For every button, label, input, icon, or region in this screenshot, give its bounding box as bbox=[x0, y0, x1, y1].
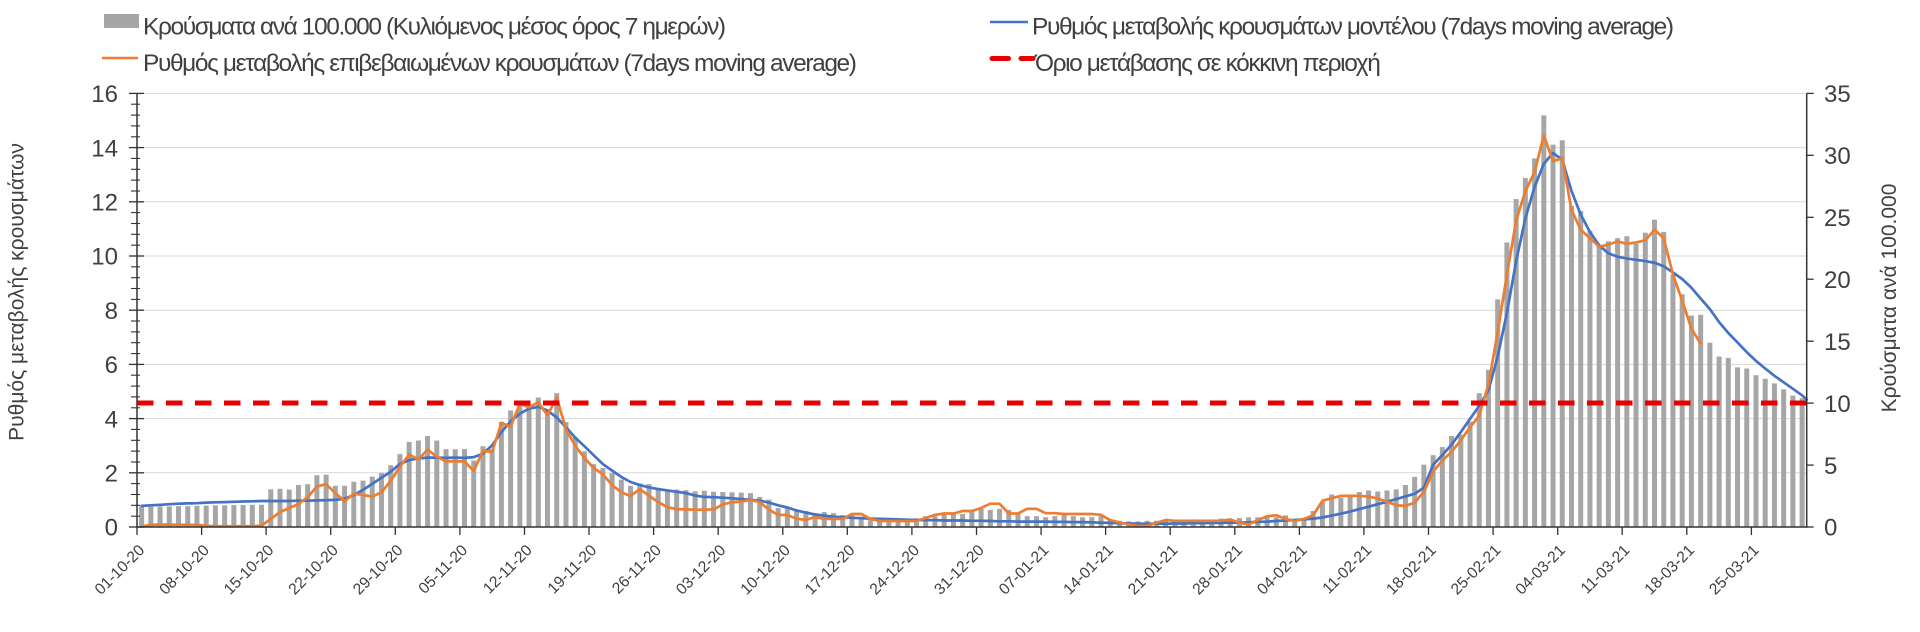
svg-text:4: 4 bbox=[105, 406, 118, 433]
svg-text:16: 16 bbox=[91, 81, 118, 108]
svg-text:5: 5 bbox=[1824, 453, 1837, 480]
svg-text:Ρυθμός μεταβολής κρουσμάτων μο: Ρυθμός μεταβολής κρουσμάτων μοντέλου (7d… bbox=[1032, 14, 1673, 41]
svg-text:Κρούσματα ανά 100.000: Κρούσματα ανά 100.000 bbox=[1878, 184, 1901, 413]
svg-text:35: 35 bbox=[1824, 81, 1851, 108]
svg-text:30: 30 bbox=[1824, 143, 1851, 170]
svg-text:Όριο μετάβασης σε κόκκινη περι: Όριο μετάβασης σε κόκκινη περιοχή bbox=[1034, 50, 1380, 77]
svg-text:Κρούσματα ανά 100.000 (Κυλιόμε: Κρούσματα ανά 100.000 (Κυλιόμενος μέσος … bbox=[143, 14, 725, 41]
svg-text:10: 10 bbox=[1824, 391, 1851, 418]
svg-text:12: 12 bbox=[91, 190, 118, 217]
svg-text:20: 20 bbox=[1824, 267, 1851, 294]
svg-text:0: 0 bbox=[1824, 515, 1837, 542]
svg-text:Ρυθμός μεταβολής επιβεβαιωμένω: Ρυθμός μεταβολής επιβεβαιωμένων κρουσμάτ… bbox=[143, 50, 856, 77]
svg-text:25: 25 bbox=[1824, 205, 1851, 232]
svg-text:Ρυθμός μεταβολής κρουσμάτων: Ρυθμός μεταβολής κρουσμάτων bbox=[6, 143, 29, 441]
svg-text:15: 15 bbox=[1824, 329, 1851, 356]
svg-text:6: 6 bbox=[105, 352, 118, 379]
svg-text:8: 8 bbox=[105, 298, 118, 325]
svg-text:14: 14 bbox=[91, 135, 118, 162]
svg-text:10: 10 bbox=[91, 244, 118, 271]
svg-text:0: 0 bbox=[105, 515, 118, 542]
svg-text:2: 2 bbox=[105, 461, 118, 488]
